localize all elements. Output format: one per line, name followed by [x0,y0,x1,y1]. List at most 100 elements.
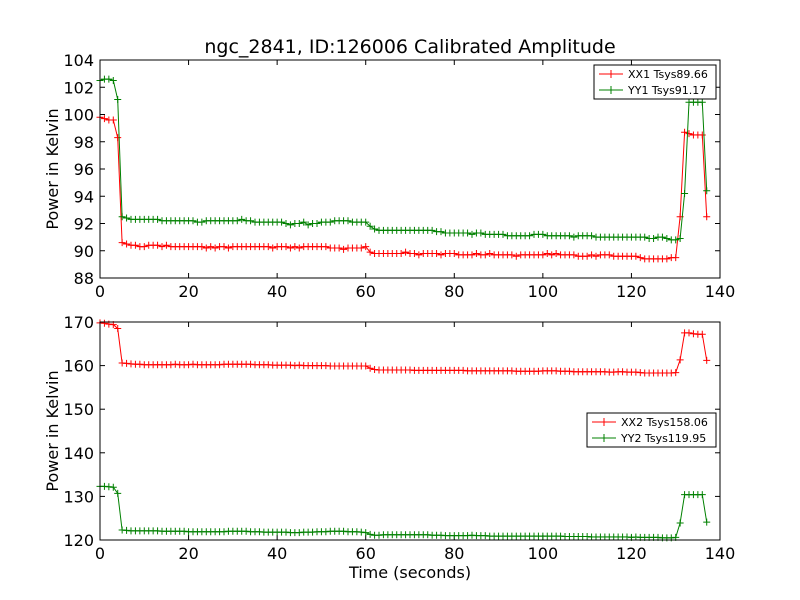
data-point-xx1 [605,251,613,259]
data-point-yy1 [681,190,689,198]
data-point-yy1 [198,218,206,226]
x-tick-label: 40 [267,282,287,301]
data-point-xx1 [703,213,711,221]
data-point-xx1 [162,241,170,249]
legend-yy1-marker [607,86,615,94]
data-point-yy2 [698,491,706,499]
top-axis-ticks: 0 20 40 60 80 100 120 140 88 90 92 94 96 98 100 102 104 [63,51,735,301]
data-point-yy1 [362,218,370,226]
y-tick-label: 94 [74,187,94,206]
data-point-xx1 [198,243,206,251]
data-point-xx1 [340,245,348,253]
data-point-xx1 [450,249,458,257]
legend-xx1-marker [607,70,615,78]
data-point-xx1 [539,251,547,259]
data-point-xx1 [131,241,139,249]
x-tick-label: 40 [267,544,287,563]
data-point-xx1 [335,244,343,252]
data-point-xx1 [202,244,210,252]
data-point-yy1 [663,234,671,242]
data-point-xx1 [583,252,591,260]
x-tick-label: 0 [95,544,105,563]
x-tick-label: 60 [356,282,376,301]
data-point-yy2 [366,530,374,538]
data-point-yy1 [477,229,485,237]
data-point-xx2 [366,364,374,372]
data-point-yy1 [526,232,534,240]
data-point-xx1 [282,243,290,251]
y-tick-label: 130 [63,487,94,506]
data-point-xx2 [685,329,693,337]
x-tick-label: 20 [178,544,198,563]
data-point-yy1 [676,234,684,242]
data-point-xx1 [481,251,489,259]
y-tick-label: 92 [74,215,94,234]
data-point-xx1 [543,249,551,257]
data-point-xx1 [486,249,494,257]
data-point-xx1 [433,249,441,257]
bottom-legend: XX2 Tsys158.06 YY2 Tsys119.95 [586,412,717,448]
x-tick-label: 120 [616,544,647,563]
data-point-yy1 [499,230,507,238]
data-point-xx1 [636,254,644,262]
data-point-xx1 [397,249,405,257]
x-tick-label: 100 [528,544,559,563]
data-point-xx1 [472,249,480,257]
top-y-axis-label: Power in Kelvin [43,108,62,229]
data-point-yy1 [304,221,312,229]
data-point-yy1 [366,222,374,230]
data-point-xx1 [588,251,596,259]
y-tick-label: 100 [63,106,94,125]
data-point-xx1 [508,251,516,259]
data-point-xx1 [109,116,117,124]
data-point-yy1 [154,215,162,223]
data-point-yy1 [295,220,303,227]
y-tick-label: 160 [63,357,94,376]
bottom-axis-ticks: 0 20 40 60 80 100 120 140 120 130 140 150 160 170 [63,313,735,563]
y-tick-label: 96 [74,160,94,179]
data-point-yy1 [703,187,711,195]
data-point-yy2 [362,529,370,537]
data-point-xx1 [362,243,370,251]
data-point-xx1 [552,249,560,257]
data-point-xx1 [468,251,476,259]
data-point-xx1 [415,251,423,259]
data-point-xx1 [224,244,232,252]
data-point-xx1 [264,243,272,251]
data-point-xx1 [118,239,126,247]
data-point-yy1 [189,217,197,225]
x-tick-label: 100 [528,282,559,301]
data-point-yy1 [313,220,321,227]
data-point-xx1 [685,130,693,138]
data-point-xx1 [291,243,299,251]
data-point-xx2 [703,356,711,364]
x-tick-label: 140 [705,544,736,563]
data-point-yy1 [698,98,706,106]
data-point-xx1 [402,248,410,256]
data-point-yy1 [468,230,476,238]
x-tick-label: 60 [356,544,376,563]
data-point-yy1 [437,228,445,236]
legend-xx1-label: XX1 Tsys89.66 [628,68,708,81]
data-point-yy2 [109,483,117,491]
data-point-yy1 [105,75,113,83]
data-point-xx1 [286,244,294,252]
data-point-xx1 [158,243,166,251]
data-point-xx1 [269,244,277,252]
data-point-yy1 [326,218,334,226]
y-tick-label: 98 [74,133,94,152]
data-point-xx1 [437,251,445,259]
data-point-xx1 [140,243,148,251]
data-point-xx2 [672,369,680,377]
data-point-xx2 [362,362,370,370]
bottom-series-layer [96,319,711,542]
data-point-yy1 [238,215,246,223]
data-point-yy1 [464,229,472,237]
data-point-xx1 [211,244,219,252]
y-tick-label: 90 [74,242,94,261]
data-point-yy1 [588,232,596,240]
data-point-yy1 [247,217,255,225]
data-point-yy1 [672,236,680,244]
data-point-yy1 [650,234,658,242]
